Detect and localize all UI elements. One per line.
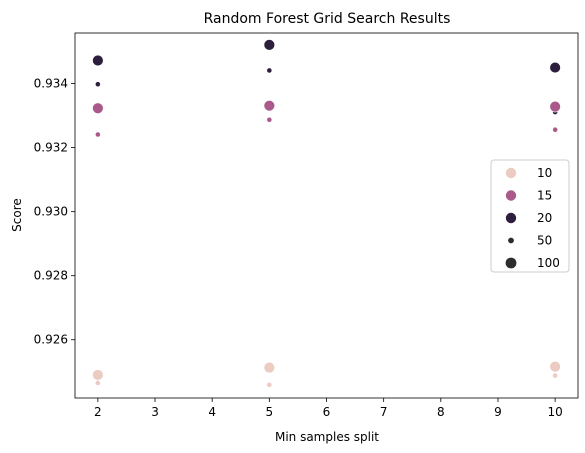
scatter-point	[263, 361, 276, 374]
legend-marker	[505, 167, 517, 179]
x-tick-label: 5	[266, 405, 274, 419]
legend-label: 15	[537, 189, 552, 203]
axis-ticks: 2 3 4 5 6 7 8 9 10 0.926 0.928 0.930 0.932 0.934	[34, 77, 563, 419]
legend-marker	[505, 190, 517, 201]
y-tick-label: 0.934	[34, 77, 68, 91]
scatter-point	[549, 360, 561, 373]
scatter-point	[94, 380, 101, 386]
scatter-point	[92, 54, 104, 67]
y-tick-label: 0.928	[34, 269, 68, 283]
y-tick-label: 0.930	[34, 205, 68, 219]
legend-label: 100	[537, 256, 560, 270]
scatter-point	[94, 131, 101, 138]
legend: 10 15 20 50 100	[490, 159, 570, 273]
legend-box	[490, 159, 570, 273]
x-tick-label: 9	[494, 405, 502, 419]
scatter-point	[552, 126, 559, 133]
scatter-point	[549, 61, 561, 74]
x-tick-label: 8	[437, 405, 445, 419]
legend-label: 50	[537, 234, 552, 248]
scatter-point	[266, 116, 273, 123]
plot-frame	[74, 32, 579, 399]
scatter-point	[266, 67, 273, 74]
legend-label: 20	[537, 211, 552, 225]
y-tick-label: 0.926	[34, 333, 68, 347]
scatter-point	[549, 100, 561, 113]
x-tick-label: 2	[94, 405, 102, 419]
scatter-point	[263, 39, 276, 51]
scatter-point	[263, 99, 276, 112]
legend-label: 10	[537, 166, 552, 180]
scatter-point	[94, 81, 101, 88]
y-tick-label: 0.932	[34, 141, 68, 155]
legend-marker	[508, 237, 514, 244]
x-tick-label: 4	[208, 405, 216, 419]
x-axis-label: Min samples split	[275, 430, 379, 444]
scatter-point	[552, 372, 559, 379]
x-tick-label: 6	[323, 405, 331, 419]
x-tick-label: 3	[151, 405, 159, 419]
scatter-point	[92, 102, 104, 114]
chart-title: Random Forest Grid Search Results	[204, 11, 451, 27]
x-tick-label: 7	[380, 405, 388, 419]
scatter-point	[92, 369, 104, 381]
legend-marker	[505, 212, 517, 224]
legend-marker	[505, 257, 517, 269]
y-axis-label: Score	[10, 198, 24, 232]
scatter-point	[266, 381, 273, 388]
x-tick-label: 10	[547, 405, 562, 419]
data-points	[92, 39, 561, 388]
